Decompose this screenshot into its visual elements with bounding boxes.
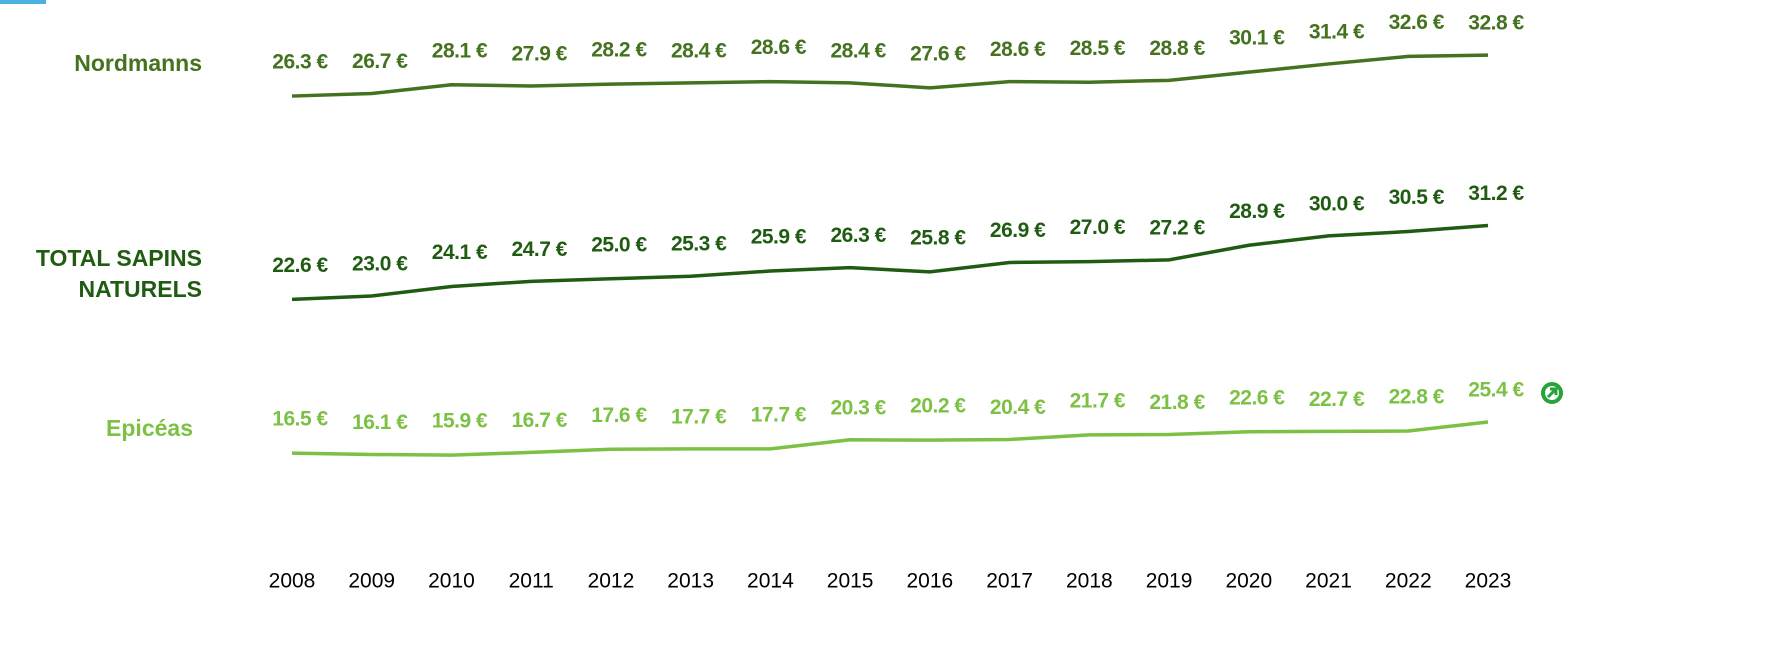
x-tick-label: 2020 [1225,570,1272,593]
x-tick-label: 2021 [1305,570,1352,593]
data-label: 28.9 € [1229,200,1285,223]
data-label: 26.9 € [990,219,1046,242]
data-label: 25.4 € [1468,379,1524,402]
data-label: 24.1 € [432,241,488,264]
x-tick-label: 2018 [1066,570,1113,593]
x-tick-label: 2009 [348,570,395,593]
data-label: 28.1 € [432,39,488,62]
trend-icon [1541,382,1563,404]
data-label: 22.8 € [1389,386,1445,409]
series-label: TOTAL SAPINS NATURELS [35,245,202,302]
x-tick-label: 2014 [747,570,794,593]
data-label: 17.7 € [751,403,807,426]
data-label: 28.2 € [591,39,647,62]
line [291,223,1489,302]
x-tick-label: 2016 [907,570,954,593]
data-label: 25.3 € [671,233,727,256]
x-tick-label: 2011 [509,570,554,593]
data-label: 16.7 € [512,409,568,432]
data-label: 27.9 € [512,43,568,66]
x-tick-label: 2019 [1146,570,1193,593]
data-label: 20.2 € [910,395,966,418]
series-label: Nordmanns [74,50,202,76]
data-label: 28.4 € [671,39,727,62]
data-label: 16.1 € [352,411,408,434]
x-tick-label: 2010 [428,570,475,593]
line [291,53,1489,98]
trend-arrow [1546,387,1558,399]
data-label: 27.6 € [910,42,966,65]
data-label: 28.5 € [1070,37,1126,60]
data-label: 23.0 € [352,252,408,275]
data-label: 27.2 € [1149,216,1205,239]
data-label: 20.3 € [830,396,886,419]
data-label: 28.8 € [1149,37,1205,60]
data-label: 30.1 € [1229,27,1285,50]
data-label: 30.0 € [1309,192,1365,215]
data-label: 28.6 € [990,38,1046,61]
data-label: 15.9 € [432,410,488,433]
data-label: 21.8 € [1149,391,1205,414]
data-label: 21.7 € [1070,389,1126,412]
line [291,420,1489,457]
x-tick-label: 2023 [1465,570,1512,593]
x-tick-label: 2015 [827,570,874,593]
data-label: 22.7 € [1309,388,1365,411]
data-label: 28.6 € [751,36,807,59]
corner-decor [0,0,46,4]
data-label: 32.8 € [1468,12,1524,35]
data-label: 24.7 € [512,238,568,261]
data-label: 25.9 € [751,226,807,249]
data-label: 26.7 € [352,50,408,73]
data-label: 22.6 € [1229,386,1285,409]
series-label: Epicéas [106,415,193,441]
data-label: 20.4 € [990,396,1046,419]
data-label: 28.4 € [830,39,886,62]
x-tick-label: 2008 [269,570,316,593]
x-tick-label: 2017 [986,570,1033,593]
data-label: 26.3 € [830,224,886,247]
data-label: 32.6 € [1389,11,1445,34]
data-label: 17.6 € [591,404,647,427]
data-label: 31.2 € [1468,182,1524,205]
x-tick-label: 2013 [667,570,714,593]
x-tick-label: 2022 [1385,570,1432,593]
data-label: 16.5 € [272,408,328,431]
data-label: 27.0 € [1070,216,1126,239]
data-label: 26.3 € [272,51,328,74]
data-label: 17.7 € [671,405,727,428]
data-label: 31.4 € [1309,20,1365,43]
x-tick-label: 2012 [588,570,635,593]
data-label: 22.6 € [272,254,328,277]
data-label: 30.5 € [1389,186,1445,209]
data-label: 25.8 € [910,226,966,249]
data-label: 25.0 € [591,233,647,256]
